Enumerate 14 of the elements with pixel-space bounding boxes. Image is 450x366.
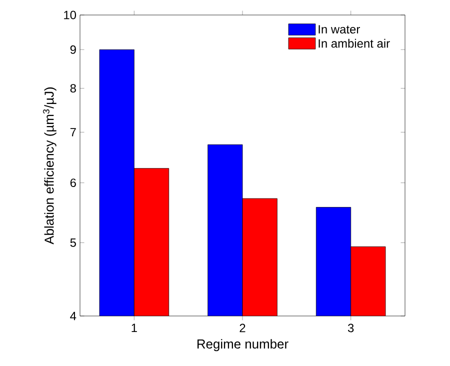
y-tick-label: 10 xyxy=(64,10,76,20)
legend-label: In ambient air xyxy=(318,38,390,48)
legend-label: In water xyxy=(318,25,360,34)
x-tick-label: 3 xyxy=(348,324,354,332)
x-tick-label: 1 xyxy=(132,324,137,332)
y-tick-label: 9 xyxy=(70,45,76,54)
y-tick-label: 8 xyxy=(70,84,76,93)
y-axis-title: Ablation efficiency (µm$^{3}$/µJ) xyxy=(42,87,56,244)
x-tick-label: 2 xyxy=(240,324,246,332)
y-tick-label: 4 xyxy=(70,312,76,320)
y-tick-label: 5 xyxy=(70,238,76,247)
y-tick-label: 7 xyxy=(70,128,76,136)
y-tick-label: 6 xyxy=(70,178,76,188)
x-axis-title: Regime number xyxy=(197,339,288,352)
